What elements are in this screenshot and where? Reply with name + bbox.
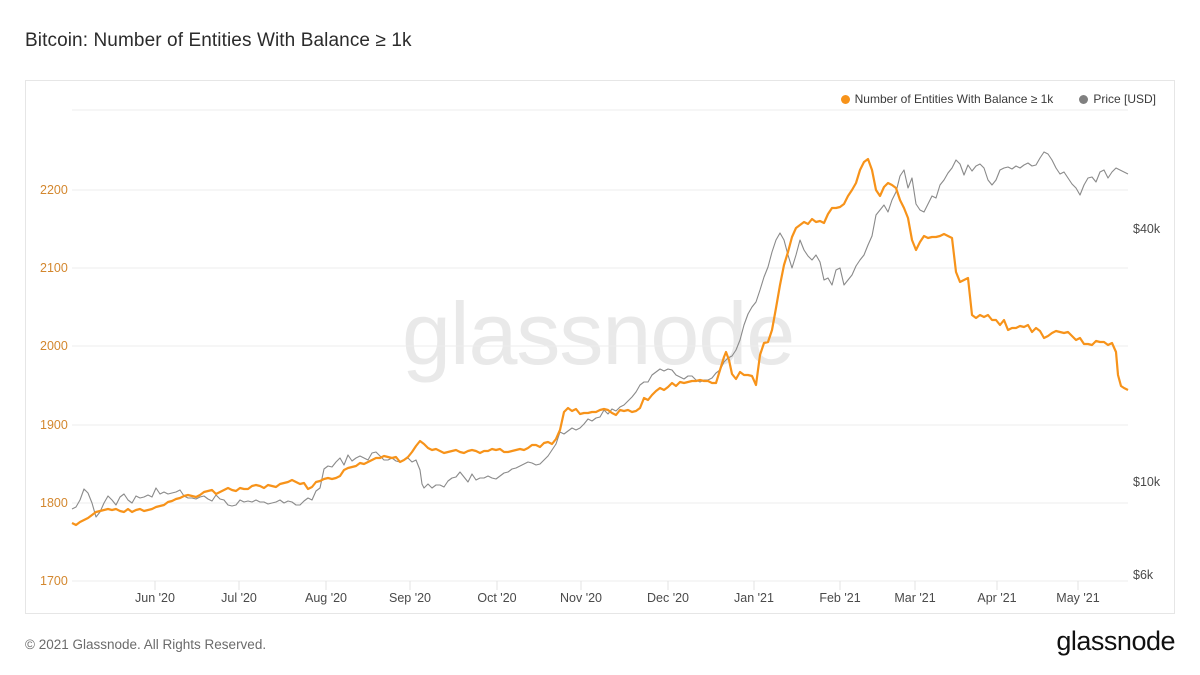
legend-label-entities: Number of Entities With Balance ≥ 1k: [854, 92, 1054, 106]
x-axis-tick-label: Oct '20: [477, 591, 517, 605]
legend-item-price[interactable]: Price [USD]: [1079, 92, 1156, 106]
right-axis-tick-label: $6k: [1133, 568, 1154, 582]
x-axis-tick-label: Sep '20: [388, 591, 432, 605]
left-axis-tick-label: 2100: [40, 261, 68, 275]
price-line[interactable]: [71, 151, 1129, 518]
left-axis-tick-label: 2000: [40, 339, 68, 353]
entities-line[interactable]: [71, 157, 1129, 527]
right-axis-tick-label: $10k: [1133, 475, 1161, 489]
x-axis-tick-label: Mar '21: [894, 591, 936, 605]
left-axis-tick-label: 2200: [40, 183, 68, 197]
x-axis-tick-label: Jan '21: [734, 591, 774, 605]
legend-item-entities[interactable]: Number of Entities With Balance ≥ 1k: [840, 92, 1054, 106]
gray-dot-icon: [1079, 94, 1089, 104]
x-axis-tick-label: Feb '21: [819, 591, 861, 605]
chart-frame: [25, 80, 1175, 614]
x-axis-tick-label: Jul '20: [221, 591, 257, 605]
x-axis-tick-label: May '21: [1056, 591, 1100, 605]
copyright-text: © 2021 Glassnode. All Rights Reserved.: [25, 637, 267, 652]
right-axis-tick-label: $40k: [1133, 222, 1161, 236]
x-axis-tick-label: Apr '21: [977, 591, 1017, 605]
left-axis-tick-label: 1800: [40, 496, 68, 510]
x-axis-tick-label: Nov '20: [560, 591, 602, 605]
orange-dot-icon: [840, 94, 850, 104]
x-axis-tick-label: Dec '20: [647, 591, 689, 605]
left-axis-tick-label: 1700: [40, 574, 68, 588]
chart-title: Bitcoin: Number of Entities With Balance…: [25, 30, 412, 51]
x-axis-tick-label: Aug '20: [304, 591, 348, 605]
glassnode-logo[interactable]: glassnode: [1056, 626, 1175, 656]
legend-label-price: Price [USD]: [1093, 92, 1156, 106]
legend: Number of Entities With Balance ≥ 1k Pri…: [840, 92, 1156, 106]
left-axis-tick-label: 1900: [40, 418, 68, 432]
x-tick-marks: [154, 581, 1079, 590]
gridlines: [72, 109, 1128, 582]
x-axis-tick-label: Jun '20: [135, 591, 175, 605]
